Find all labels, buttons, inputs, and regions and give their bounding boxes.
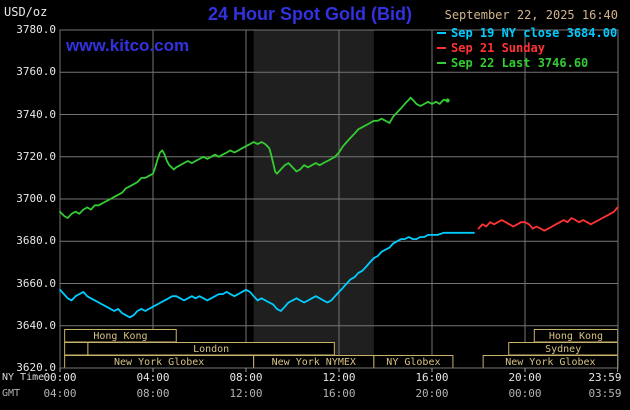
x-axis-label-gmt: 08:00 xyxy=(136,387,170,400)
x-axis-label-ny: 16:00 xyxy=(415,371,449,384)
y-axis-label: 3660.0 xyxy=(16,276,56,290)
price-series-sep21 xyxy=(477,206,619,232)
x-axis-label-gmt: 16:00 xyxy=(322,387,356,400)
x-axis-label-ny: 23:59 xyxy=(588,371,622,384)
y-axis-label: 3680.0 xyxy=(16,234,56,248)
legend-line-swatch-icon xyxy=(437,46,446,49)
legend-item: Sep 21 Sunday xyxy=(437,40,617,55)
legend-label: Sep 21 Sunday xyxy=(451,40,545,55)
session-label: NY Globex xyxy=(386,357,440,368)
x-axis-label-gmt: 04:00 xyxy=(43,387,77,400)
y-axis-label: 3700.0 xyxy=(16,192,56,205)
x-axis-label-ny: 00:00 xyxy=(43,371,77,384)
y-axis-label: 3780.0 xyxy=(16,23,56,36)
legend-line-swatch-icon xyxy=(437,31,446,34)
session-label: Hong Kong xyxy=(549,331,603,342)
legend-label: Sep 19 NY close 3684.00 xyxy=(451,25,618,40)
y-axis-label: 3740.0 xyxy=(16,107,56,121)
session-label: New York Globex xyxy=(505,357,595,368)
session-box xyxy=(64,342,89,356)
y-axis-label: 3760.0 xyxy=(16,65,56,79)
legend-line-swatch-icon xyxy=(437,61,446,64)
session-label: New York Globex xyxy=(114,357,204,368)
x-axis-label-gmt: 03:59 xyxy=(588,387,622,400)
price-series-sep19 xyxy=(59,231,475,319)
gmt-axis-caption: GMT xyxy=(2,388,21,399)
y-axis-label: 3720.0 xyxy=(16,149,56,163)
ny-time-axis-caption: NY Time xyxy=(2,372,45,383)
kitco-website-link[interactable]: www.kitco.com xyxy=(66,36,190,55)
x-axis-label-gmt: 20:00 xyxy=(415,387,449,400)
y-axis-label: 3640.0 xyxy=(16,318,56,332)
session-label: New York NYMEX xyxy=(272,357,356,368)
legend-item: Sep 22 Last 3746.60 xyxy=(437,55,617,70)
legend-item: Sep 19 NY close 3684.00 xyxy=(437,25,617,40)
session-label: Sydney xyxy=(545,344,581,355)
legend-label: Sep 22 Last 3746.60 xyxy=(451,55,589,70)
legend: Sep 19 NY close 3684.00 Sep 21 Sunday Sep … xyxy=(437,25,617,70)
last-price-marker xyxy=(445,98,450,103)
units-label: USD/oz xyxy=(4,5,48,19)
session-label: London xyxy=(193,344,229,355)
x-axis-label-ny: 20:00 xyxy=(508,371,542,384)
x-axis-label-ny: 12:00 xyxy=(322,371,356,384)
x-axis-label-gmt: 00:00 xyxy=(508,387,542,400)
y-axis-label: 3620.0 xyxy=(16,361,56,374)
chart-title: 24 Hour Spot Gold (Bid) xyxy=(208,4,412,24)
x-axis-label-ny: 04:00 xyxy=(136,371,170,384)
x-axis-label-gmt: 12:00 xyxy=(229,387,263,400)
datetime-label: September 22, 2025 16:40 xyxy=(444,8,618,22)
price-series-sep22 xyxy=(59,96,449,219)
session-label: Hong Kong xyxy=(93,331,147,342)
x-axis-label-ny: 08:00 xyxy=(229,371,263,384)
